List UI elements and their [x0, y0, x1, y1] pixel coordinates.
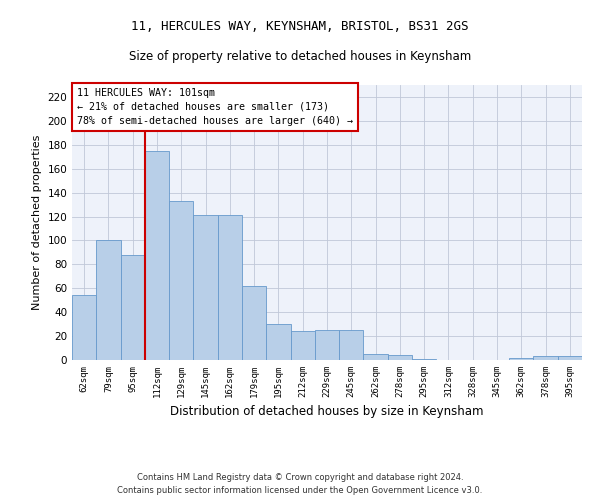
Bar: [558, 356, 582, 360]
Bar: [509, 358, 533, 360]
Bar: [533, 356, 558, 360]
Bar: [169, 201, 193, 360]
Bar: [96, 240, 121, 360]
Text: Contains HM Land Registry data © Crown copyright and database right 2024.
Contai: Contains HM Land Registry data © Crown c…: [118, 473, 482, 495]
Bar: [242, 286, 266, 360]
Bar: [266, 324, 290, 360]
Bar: [315, 330, 339, 360]
Text: 11, HERCULES WAY, KEYNSHAM, BRISTOL, BS31 2GS: 11, HERCULES WAY, KEYNSHAM, BRISTOL, BS3…: [131, 20, 469, 33]
Bar: [412, 359, 436, 360]
Bar: [290, 332, 315, 360]
Bar: [218, 216, 242, 360]
Y-axis label: Number of detached properties: Number of detached properties: [32, 135, 42, 310]
Bar: [364, 354, 388, 360]
Bar: [388, 355, 412, 360]
X-axis label: Distribution of detached houses by size in Keynsham: Distribution of detached houses by size …: [170, 406, 484, 418]
Text: 11 HERCULES WAY: 101sqm
← 21% of detached houses are smaller (173)
78% of semi-d: 11 HERCULES WAY: 101sqm ← 21% of detache…: [77, 88, 353, 126]
Bar: [145, 151, 169, 360]
Bar: [72, 296, 96, 360]
Bar: [339, 330, 364, 360]
Bar: [121, 255, 145, 360]
Bar: [193, 216, 218, 360]
Text: Size of property relative to detached houses in Keynsham: Size of property relative to detached ho…: [129, 50, 471, 63]
